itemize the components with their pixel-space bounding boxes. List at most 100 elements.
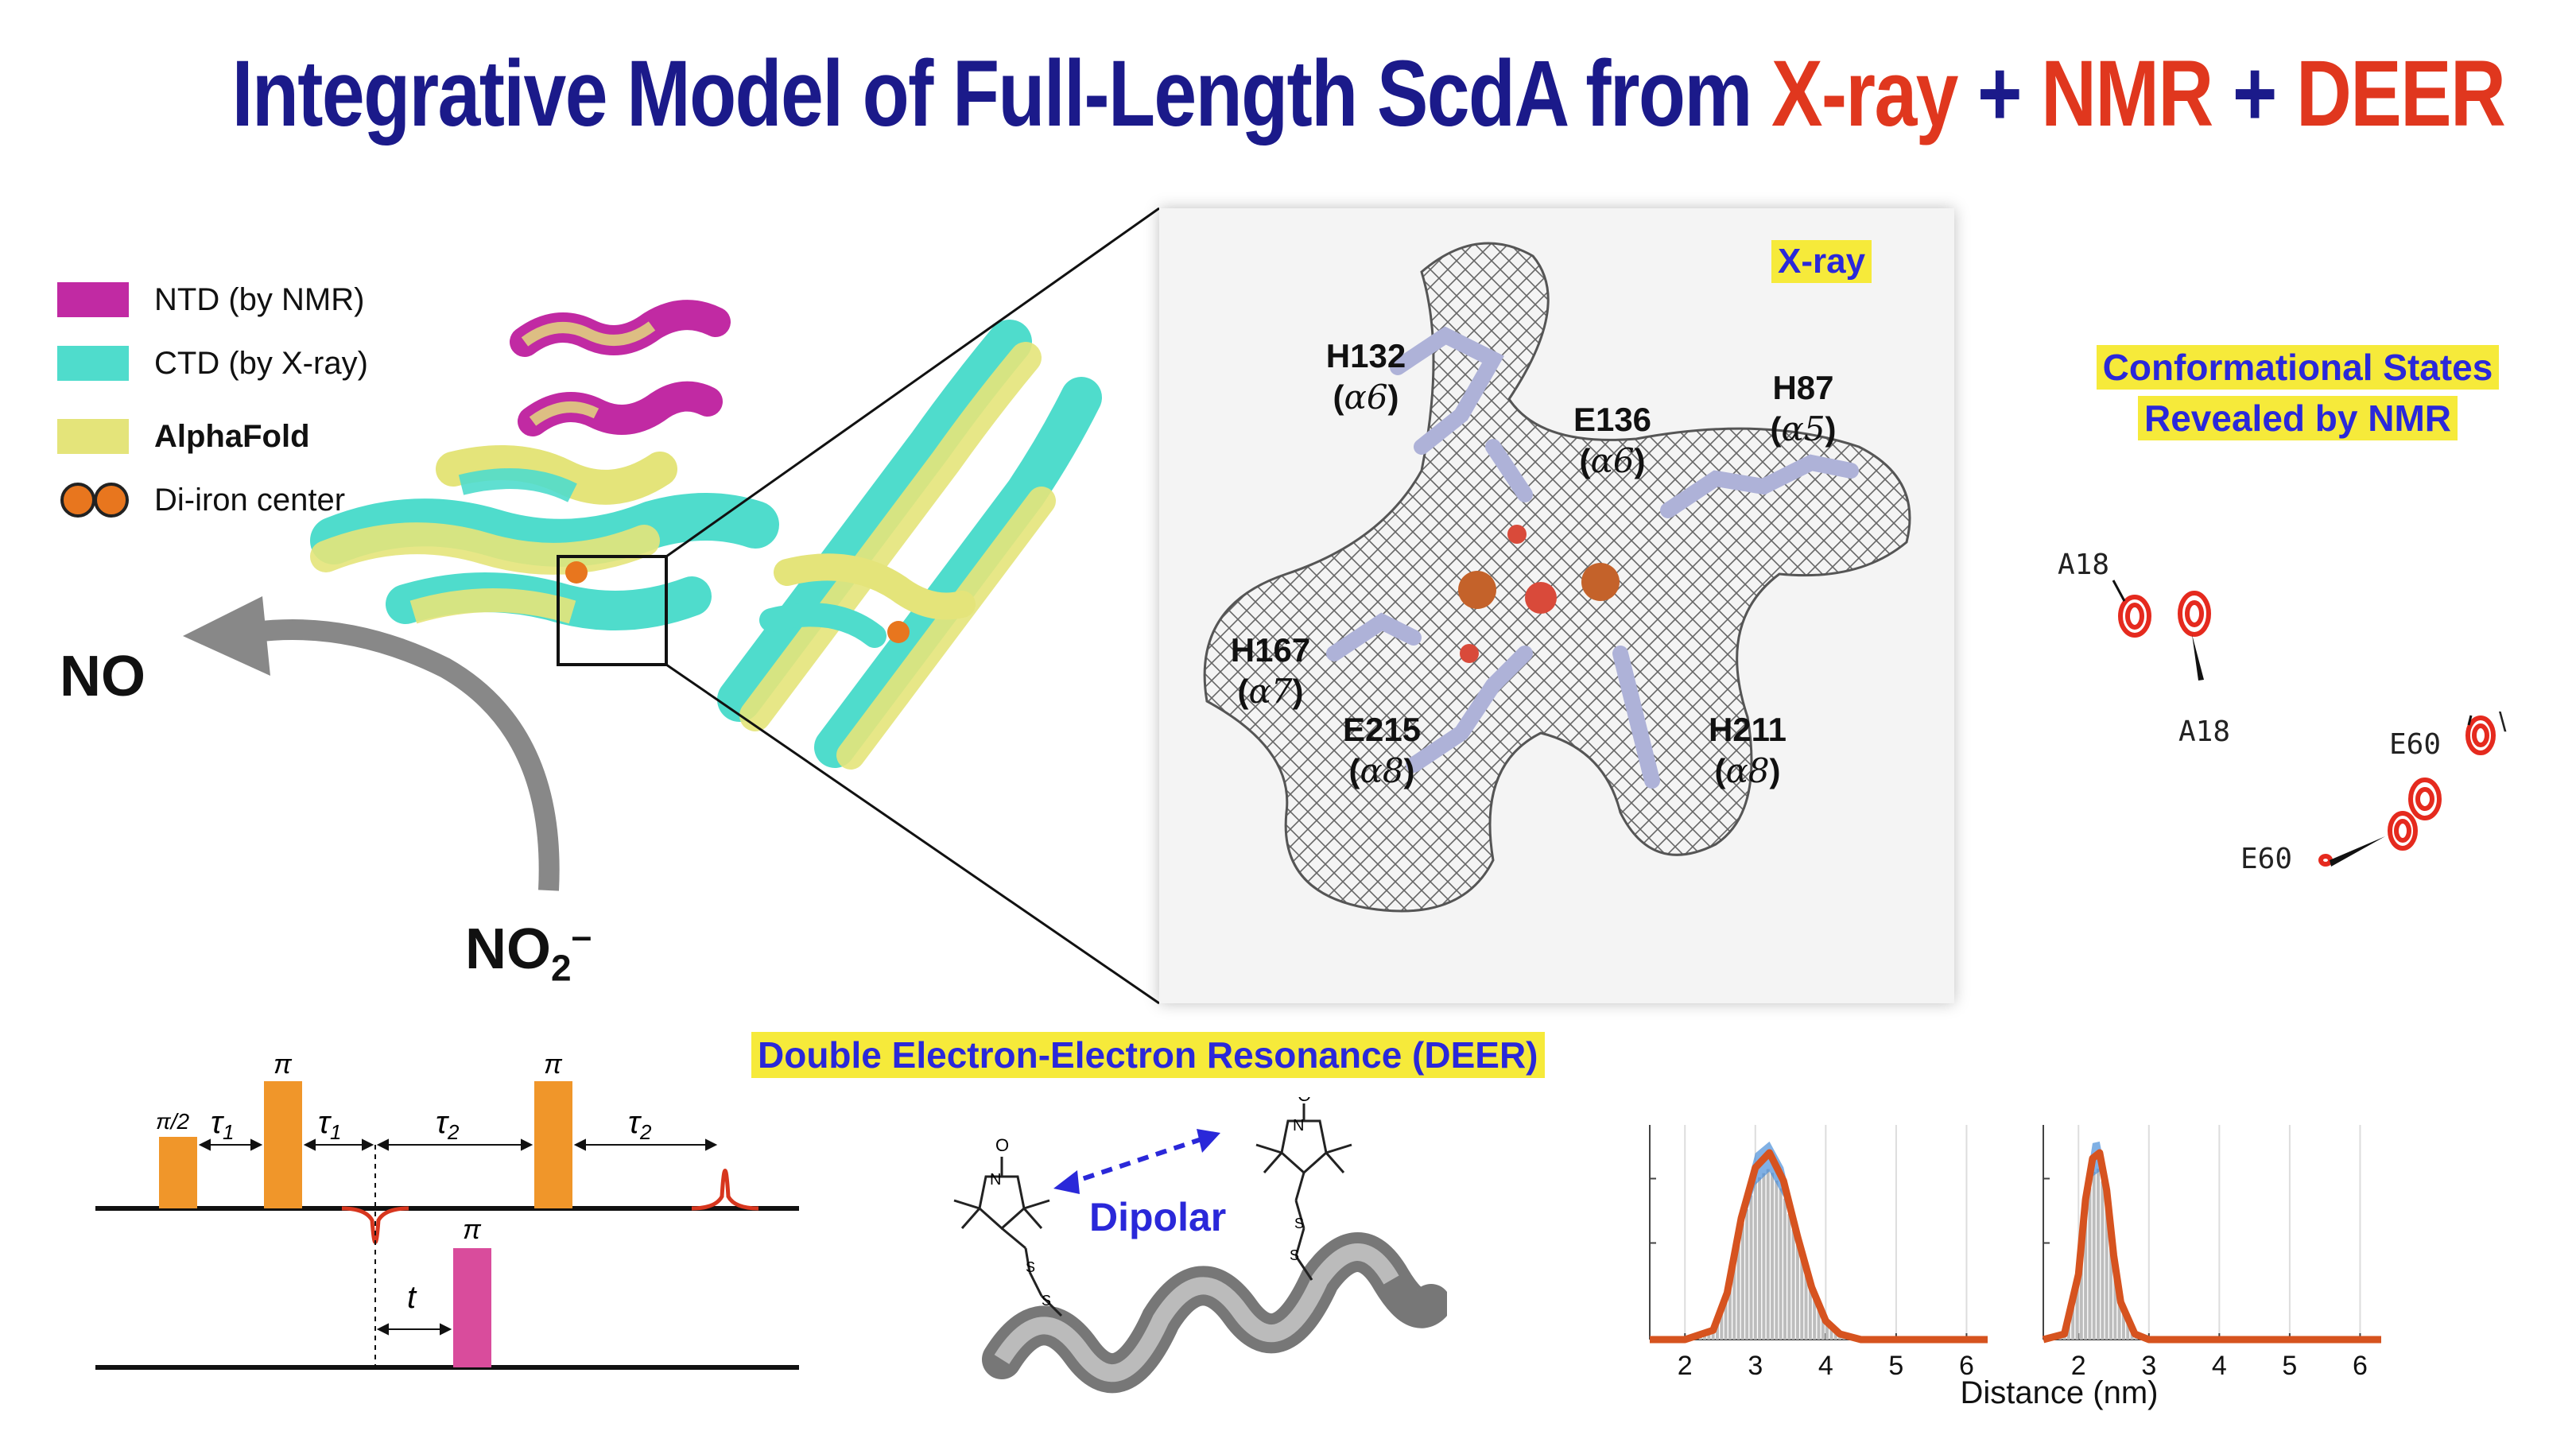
spin-label-illustration: O N S S O N S S bbox=[953, 1097, 1447, 1394]
iron-atom bbox=[1458, 571, 1496, 609]
histogram-bar bbox=[1808, 1286, 1812, 1340]
histogram-bar bbox=[2092, 1171, 2096, 1340]
echo bbox=[691, 1169, 759, 1211]
histogram-bar bbox=[1716, 1320, 1719, 1340]
legend-ctd: CTD (by X-ray) bbox=[57, 343, 368, 383]
legend-label: CTD (by X-ray) bbox=[154, 345, 368, 381]
nmr-spectrum: \ bbox=[2112, 580, 2507, 867]
pulse-pi bbox=[534, 1081, 572, 1208]
legend-label: AlphaFold bbox=[154, 418, 310, 454]
iron-atom bbox=[1581, 563, 1620, 601]
protein-structure bbox=[310, 300, 1102, 770]
residue-label-e215: E215 (α8) bbox=[1342, 711, 1422, 790]
nmr-peak-label: E60 bbox=[2389, 728, 2442, 761]
histogram-bar bbox=[1804, 1273, 1808, 1340]
nmr-title-line1: Conformational States bbox=[2096, 345, 2500, 390]
histogram-bar bbox=[1771, 1173, 1775, 1340]
histogram-bar bbox=[1821, 1316, 1825, 1340]
dipolar-label: Dipolar bbox=[1089, 1195, 1227, 1239]
histogram-bar bbox=[2075, 1285, 2079, 1340]
histogram-bar bbox=[2121, 1311, 2125, 1340]
t-label: t bbox=[407, 1280, 417, 1315]
title-plus: + bbox=[2212, 41, 2296, 146]
residue-label-h87: H87 (α5) bbox=[1770, 369, 1837, 448]
histogram-bar bbox=[2117, 1296, 2121, 1340]
histogram-bar bbox=[1707, 1332, 1711, 1340]
histogram-bar bbox=[1791, 1229, 1795, 1340]
pulse-label-pi: π bbox=[274, 1049, 293, 1080]
histogram-bar bbox=[1787, 1214, 1791, 1340]
distance-distribution-line bbox=[1650, 1149, 1988, 1344]
histogram-bar bbox=[1783, 1198, 1787, 1340]
nmr-peak-label: A18 bbox=[2178, 716, 2231, 748]
histogram-bar bbox=[2113, 1270, 2117, 1340]
dipolar-arrow bbox=[1065, 1134, 1209, 1187]
x-tick-label: 3 bbox=[2141, 1351, 2156, 1381]
zoom-box bbox=[557, 555, 668, 666]
histogram-bar bbox=[1766, 1169, 1770, 1340]
xray-panel: X-ray H132 (α6) E136 (α6) H87 (α5) H167 (α7)… bbox=[1159, 208, 1954, 1003]
svg-text:S: S bbox=[1290, 1247, 1299, 1263]
nitrite-sup: – bbox=[571, 915, 592, 956]
histogram-bar bbox=[2088, 1188, 2092, 1340]
histogram-bar bbox=[1758, 1177, 1762, 1340]
x-tick-label: 3 bbox=[1748, 1351, 1763, 1381]
iron-atom bbox=[887, 621, 910, 643]
x-tick-label: 2 bbox=[2071, 1351, 2086, 1381]
x-axis-label: Distance (nm) bbox=[1961, 1375, 2159, 1410]
nmr-title: Conformational States Revealed by NMR bbox=[2067, 342, 2528, 444]
histogram-bar bbox=[1762, 1173, 1766, 1340]
histogram-bar bbox=[2126, 1320, 2130, 1340]
histogram-bar bbox=[1728, 1282, 1732, 1340]
histogram-bar bbox=[1736, 1241, 1740, 1340]
histogram-bar bbox=[1720, 1310, 1724, 1340]
histogram-bar bbox=[2079, 1251, 2083, 1340]
legend-ntd: NTD (by NMR) bbox=[57, 280, 364, 320]
residue-label-e136: E136 (α6) bbox=[1573, 401, 1652, 480]
diiron-icon bbox=[60, 483, 129, 518]
legend-swatch bbox=[57, 282, 129, 317]
residue-label-h211: H211 (α8) bbox=[1708, 711, 1787, 790]
pulse-sequence: π/2 π π π τ1 τ1 τ2 τ2 t bbox=[95, 1049, 799, 1370]
pulse-label-pi: π bbox=[544, 1049, 563, 1080]
nmr-edge-mark: \ bbox=[2499, 708, 2507, 738]
nitroxide-left bbox=[953, 1157, 1063, 1317]
histogram-bar bbox=[1711, 1331, 1715, 1340]
svg-text:N: N bbox=[1293, 1117, 1304, 1134]
pulse-label-pi-half: π/2 bbox=[156, 1109, 190, 1134]
title-main: Integrative Model of Full-Length ScdA fr… bbox=[231, 41, 1771, 146]
histogram-bar bbox=[2105, 1202, 2109, 1340]
ntd-helices bbox=[510, 300, 731, 436]
pointer-wedge bbox=[2192, 634, 2204, 681]
no-reaction-arrow bbox=[183, 596, 560, 891]
histogram-bar bbox=[2101, 1181, 2105, 1340]
histogram-bar bbox=[1795, 1245, 1799, 1340]
svg-text:S: S bbox=[1026, 1259, 1035, 1275]
nmr-peak-label: A18 bbox=[2058, 549, 2110, 581]
x-tick-label: 6 bbox=[1959, 1351, 1974, 1381]
nitrite-label: NO2– bbox=[465, 914, 592, 989]
histogram-bar bbox=[1829, 1327, 1833, 1340]
histogram-bar bbox=[1724, 1300, 1728, 1340]
histogram-bar bbox=[1779, 1188, 1783, 1340]
histogram-bar bbox=[1825, 1323, 1829, 1340]
x-tick-label: 4 bbox=[1818, 1351, 1833, 1381]
no-label: NO bbox=[60, 645, 145, 708]
histogram-bar bbox=[1800, 1258, 1804, 1340]
histogram-bar bbox=[1753, 1181, 1757, 1340]
title-plus: + bbox=[1957, 41, 2042, 146]
histogram-bar bbox=[1775, 1181, 1779, 1340]
tau1-label: τ1 bbox=[318, 1105, 341, 1144]
iron-atom bbox=[565, 561, 588, 584]
svg-text:N: N bbox=[990, 1171, 1001, 1189]
distance-chart-2: 2 3 4 5 6 bbox=[2042, 1125, 2381, 1381]
deer-title: Double Electron-Electron Resonance (DEER… bbox=[751, 1032, 1545, 1078]
residue-sticks bbox=[1326, 326, 1859, 789]
residue-label-h132: H132 (α6) bbox=[1325, 337, 1406, 417]
histogram-bar bbox=[1813, 1297, 1817, 1340]
x-tick-label: 4 bbox=[2212, 1351, 2227, 1381]
tau1-label: τ1 bbox=[211, 1105, 234, 1144]
histogram-bar bbox=[2071, 1301, 2075, 1340]
tau2-label: τ2 bbox=[436, 1105, 460, 1144]
histogram-bar bbox=[1732, 1262, 1736, 1340]
